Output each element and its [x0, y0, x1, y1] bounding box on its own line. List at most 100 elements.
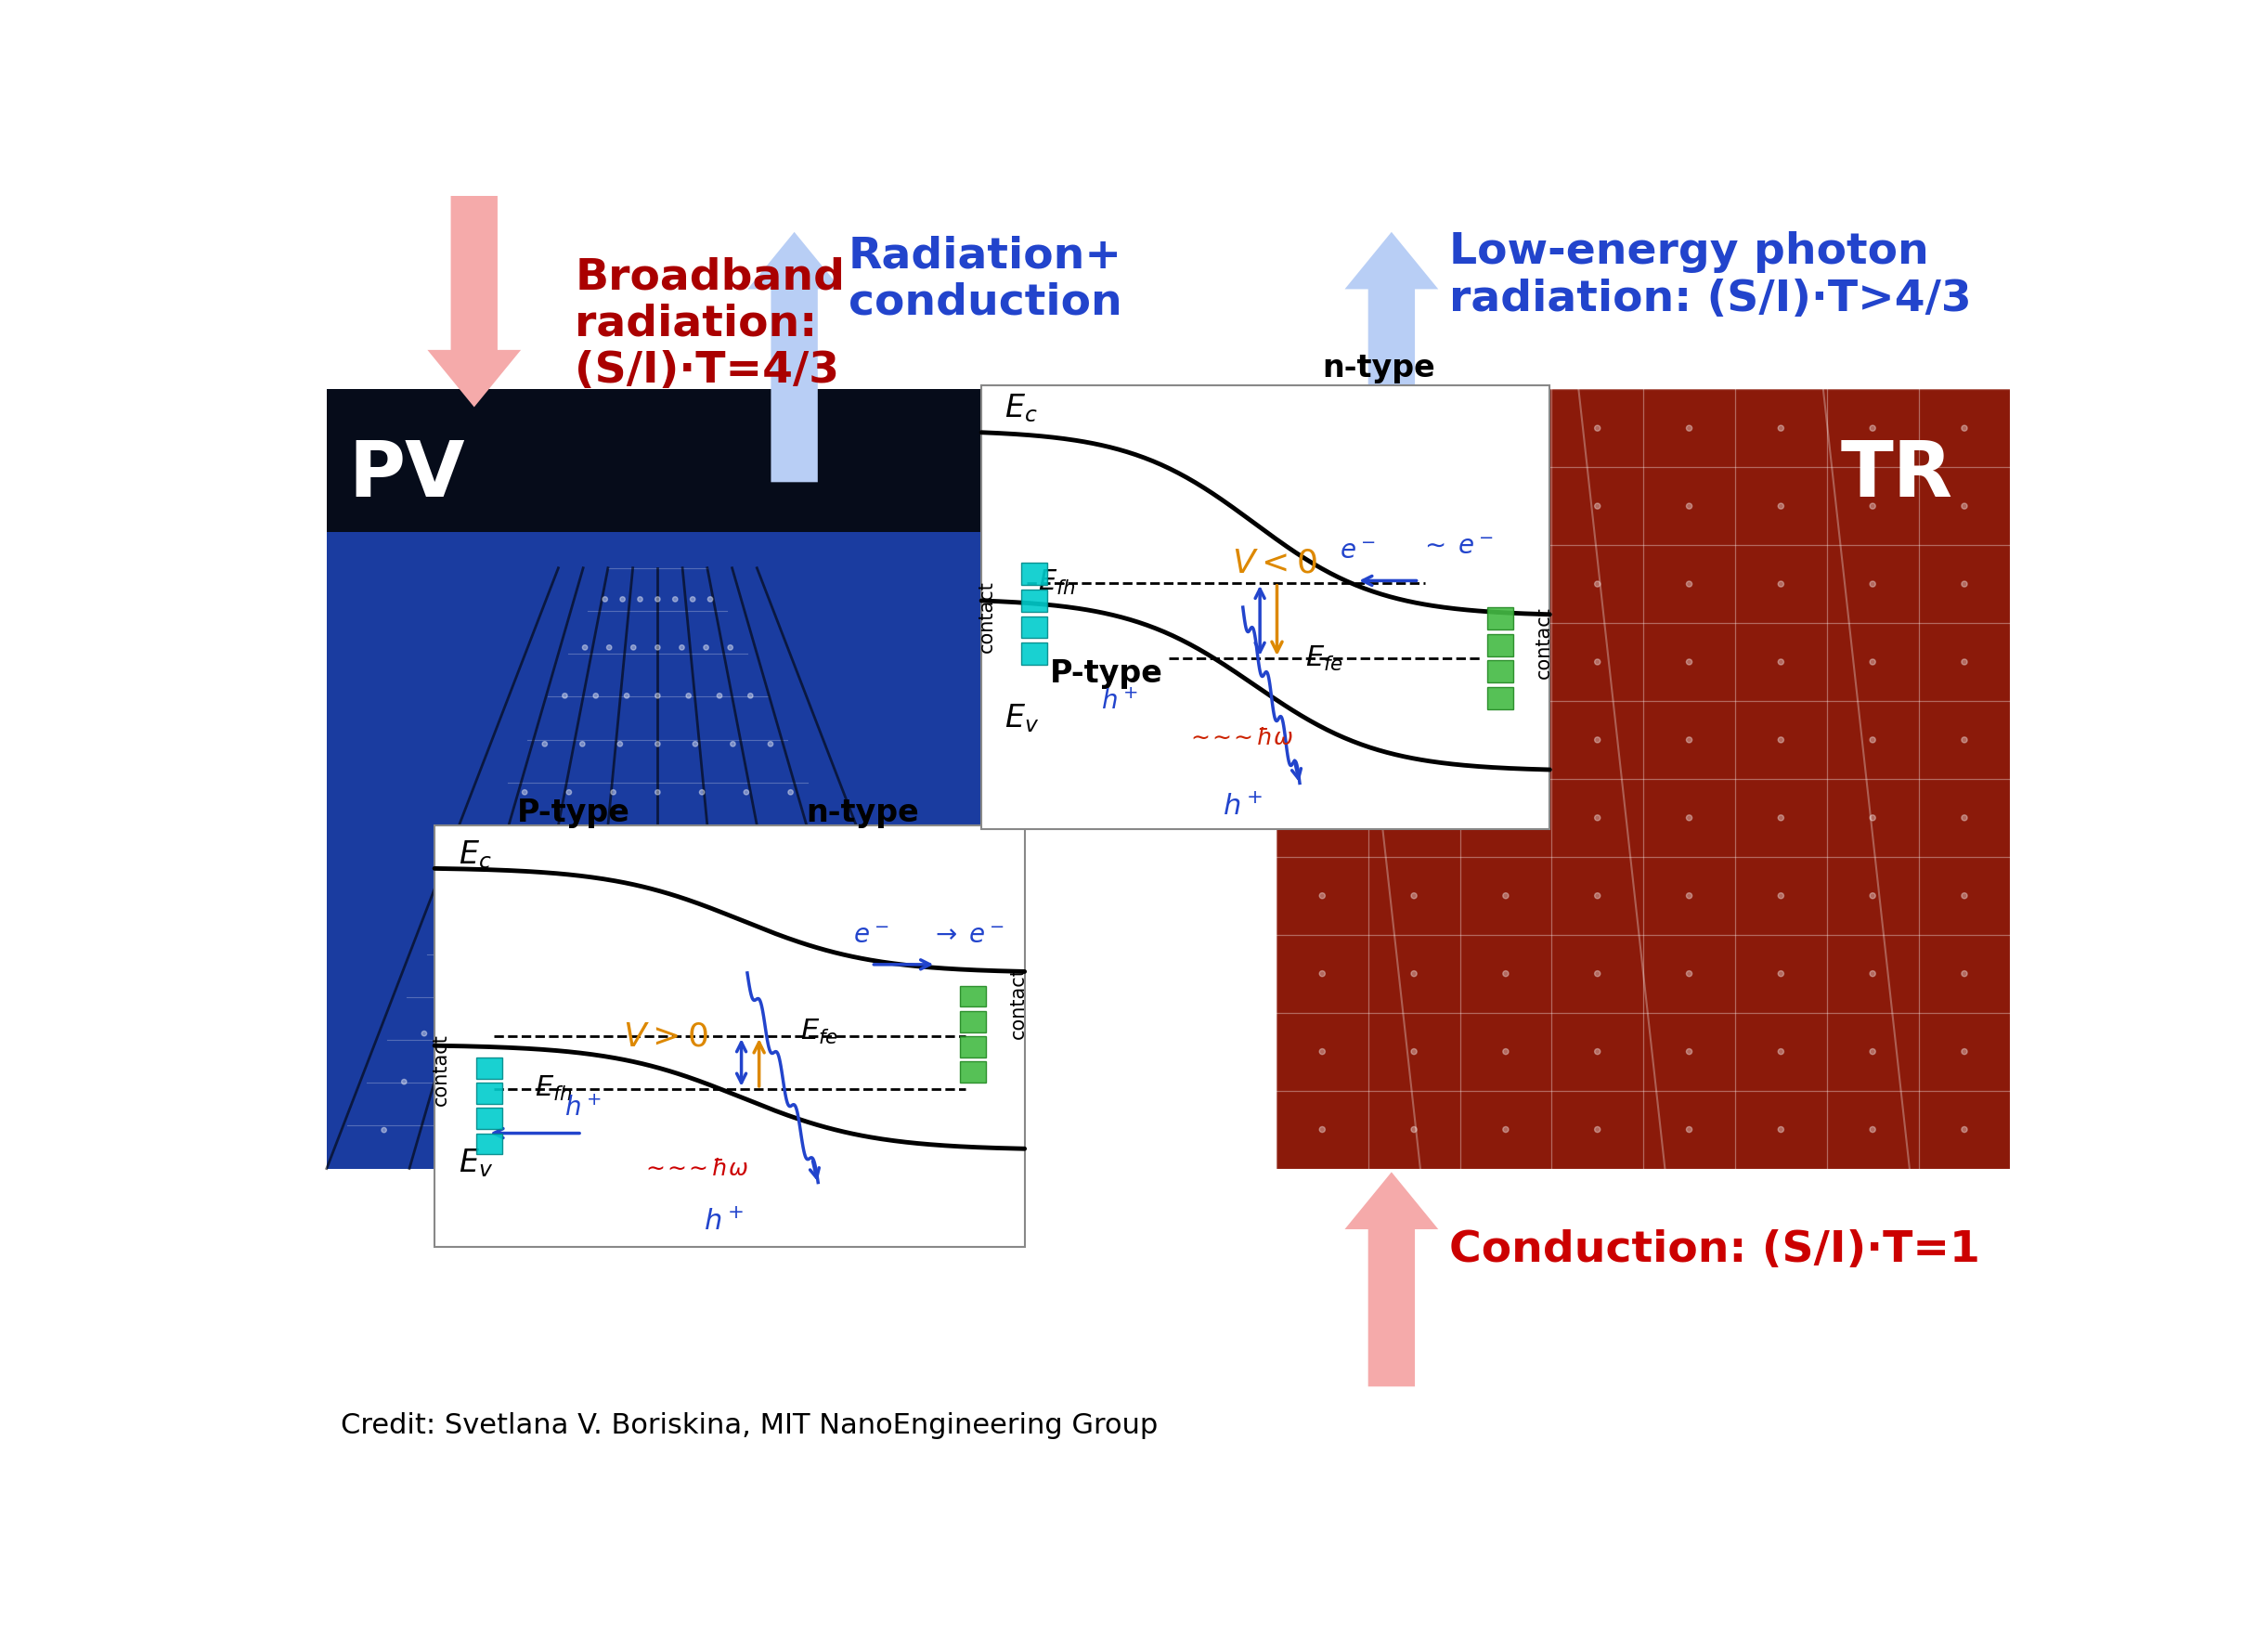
Circle shape — [810, 1032, 816, 1037]
Circle shape — [1594, 971, 1601, 976]
Polygon shape — [426, 164, 522, 407]
Circle shape — [1320, 659, 1325, 665]
Bar — [1021, 643, 1048, 665]
Text: radiation:: radiation: — [574, 302, 816, 345]
Text: $E_{fh}$: $E_{fh}$ — [1039, 569, 1077, 597]
Circle shape — [583, 644, 587, 651]
Text: $E_{fe}$: $E_{fe}$ — [801, 1017, 839, 1046]
Circle shape — [1869, 893, 1876, 899]
Bar — [476, 1058, 503, 1079]
Bar — [327, 389, 989, 1169]
Text: n-type: n-type — [1322, 353, 1436, 383]
Circle shape — [655, 597, 660, 602]
Circle shape — [674, 597, 678, 602]
Circle shape — [1778, 893, 1785, 899]
Text: $h^+$: $h^+$ — [703, 1208, 744, 1236]
Circle shape — [526, 935, 531, 940]
Circle shape — [828, 886, 832, 891]
Bar — [1021, 562, 1048, 585]
Bar — [1488, 661, 1513, 683]
Circle shape — [1962, 737, 1966, 742]
Text: $E_c$: $E_c$ — [1005, 392, 1036, 423]
Circle shape — [1687, 737, 1692, 742]
Text: contact: contact — [978, 580, 996, 652]
Text: $h^+$: $h^+$ — [1100, 688, 1139, 714]
Text: $E_{fe}$: $E_{fe}$ — [1306, 644, 1343, 672]
Text: $E_v$: $E_v$ — [458, 1146, 492, 1179]
Circle shape — [692, 742, 699, 747]
Circle shape — [1687, 504, 1692, 508]
Text: Credit: Svetlana V. Boriskina, MIT NanoEngineering Group: Credit: Svetlana V. Boriskina, MIT NanoE… — [340, 1413, 1159, 1439]
Bar — [1021, 590, 1048, 611]
Polygon shape — [1345, 1172, 1438, 1386]
Bar — [1488, 607, 1513, 629]
Circle shape — [1778, 504, 1785, 508]
Bar — [476, 1082, 503, 1104]
Circle shape — [823, 1079, 830, 1084]
Circle shape — [798, 983, 803, 988]
Circle shape — [617, 742, 621, 747]
Circle shape — [1504, 504, 1508, 508]
Text: $E_{fh}$: $E_{fh}$ — [535, 1074, 574, 1104]
Circle shape — [1778, 814, 1785, 821]
Circle shape — [726, 983, 730, 988]
Circle shape — [381, 1128, 386, 1133]
Circle shape — [572, 1079, 576, 1084]
Circle shape — [807, 839, 814, 844]
Circle shape — [1962, 580, 1966, 587]
Text: $h^+$: $h^+$ — [565, 1095, 601, 1122]
Circle shape — [1411, 504, 1418, 508]
Circle shape — [562, 693, 567, 698]
Circle shape — [1320, 580, 1325, 587]
Circle shape — [1411, 580, 1418, 587]
Polygon shape — [1345, 232, 1438, 468]
Bar — [959, 1010, 987, 1032]
Bar — [959, 1037, 987, 1058]
Circle shape — [848, 935, 853, 940]
Circle shape — [699, 790, 705, 795]
Circle shape — [1687, 425, 1692, 432]
Circle shape — [1869, 1048, 1876, 1055]
Circle shape — [590, 935, 596, 940]
Text: n-type: n-type — [807, 798, 919, 827]
Circle shape — [655, 1128, 660, 1133]
Circle shape — [1778, 425, 1785, 432]
Text: TR: TR — [1839, 438, 1953, 513]
Circle shape — [1869, 659, 1876, 665]
Circle shape — [705, 839, 712, 844]
Bar — [959, 986, 987, 1007]
Circle shape — [619, 597, 626, 602]
Circle shape — [422, 1032, 426, 1037]
Bar — [476, 1109, 503, 1130]
Circle shape — [1687, 814, 1692, 821]
Circle shape — [655, 1032, 660, 1037]
Circle shape — [655, 935, 660, 940]
Circle shape — [401, 1079, 406, 1084]
Circle shape — [655, 839, 660, 844]
Circle shape — [1687, 580, 1692, 587]
Circle shape — [655, 790, 660, 795]
Circle shape — [889, 1032, 894, 1037]
Circle shape — [1594, 659, 1601, 665]
Circle shape — [1504, 580, 1508, 587]
Circle shape — [1687, 659, 1692, 665]
Circle shape — [1504, 1127, 1508, 1133]
Circle shape — [565, 1128, 569, 1133]
Circle shape — [712, 886, 719, 891]
Circle shape — [481, 886, 488, 891]
Circle shape — [1869, 737, 1876, 742]
Text: $E_c$: $E_c$ — [458, 839, 492, 871]
Circle shape — [1778, 1127, 1785, 1133]
Circle shape — [1594, 504, 1601, 508]
Circle shape — [603, 839, 610, 844]
Circle shape — [1411, 425, 1418, 432]
Circle shape — [1320, 504, 1325, 508]
Circle shape — [513, 983, 517, 988]
Circle shape — [1504, 737, 1508, 742]
Circle shape — [771, 886, 776, 891]
Circle shape — [1962, 971, 1966, 976]
Text: $E_v$: $E_v$ — [1005, 701, 1039, 734]
Circle shape — [610, 790, 617, 795]
Text: $V < 0$: $V < 0$ — [1232, 548, 1318, 579]
Text: Radiation+: Radiation+ — [848, 235, 1123, 276]
